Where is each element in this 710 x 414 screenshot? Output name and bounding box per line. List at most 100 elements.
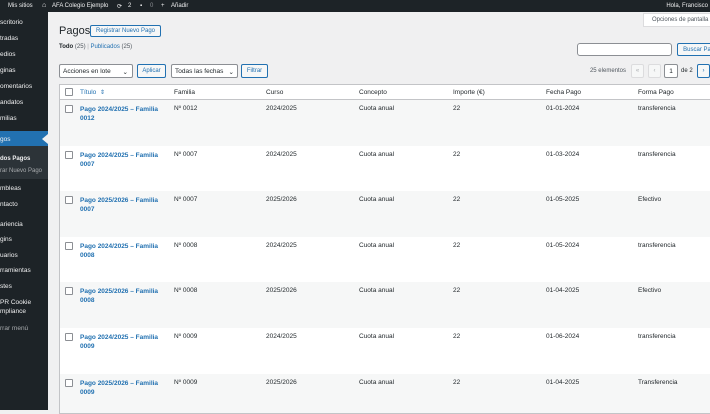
cell: Nº 0007 <box>174 196 198 204</box>
submenu-bg <box>0 146 48 179</box>
checkbox[interactable] <box>65 241 73 250</box>
current-page[interactable]: 1 <box>664 64 678 78</box>
table-row <box>60 191 710 237</box>
table-row <box>60 100 710 146</box>
menu-item[interactable]: dos Pagos <box>0 156 31 162</box>
menu-item[interactable]: rramientas <box>0 267 31 274</box>
page-title: Pagos <box>59 25 91 37</box>
cell: 01-04-2025 <box>546 287 580 295</box>
row-title[interactable]: Pago 2024/2025 – Familia 0009 <box>80 334 159 350</box>
total-pages: de 2 <box>681 68 693 74</box>
row-title[interactable]: Pago 2025/2026 – Familia 0007 <box>80 197 159 214</box>
cell: 01-05-2025 <box>546 196 580 204</box>
cell: transferencia <box>638 105 676 112</box>
row-title[interactable]: Pago 2025/2026 – Familia 0009 <box>80 379 159 396</box>
header-row <box>60 85 710 100</box>
checkbox[interactable] <box>65 287 73 296</box>
cell: transferencia <box>638 150 676 158</box>
menu-item[interactable]: edios <box>0 51 16 58</box>
separator: | <box>87 44 89 50</box>
menu-item[interactable]: ntacto <box>0 201 18 208</box>
items-count: 25 elementos <box>589 68 626 74</box>
updates[interactable]: 2 <box>128 3 132 9</box>
cell: 2024/2025 <box>266 150 297 158</box>
table-row <box>60 236 710 283</box>
menu-item[interactable]: rrar menú <box>0 325 29 332</box>
checkbox[interactable] <box>65 196 73 205</box>
checkbox[interactable] <box>65 105 73 113</box>
cell: 2025/2026 <box>266 196 297 204</box>
menu-item[interactable]: uarios <box>0 252 18 259</box>
active-item-bg <box>0 131 48 146</box>
cell: 2025/2026 <box>266 287 297 295</box>
greeting[interactable]: Hola, Francisco <box>666 3 708 9</box>
list-table: Título Familia Curso Concepto Importe (€) Fec… <box>59 84 710 414</box>
view-label[interactable]: Publicados <box>90 44 120 50</box>
cell: 2024/2025 <box>266 333 297 340</box>
checkbox[interactable] <box>65 150 73 159</box>
cell: 01-05-2024 <box>546 241 580 249</box>
cell: Nº 0008 <box>174 287 198 295</box>
date-filter[interactable]: Todas las fechas ⌄ <box>171 64 238 78</box>
new[interactable]: Añadir <box>171 3 189 9</box>
cell: Transferencia <box>638 378 678 386</box>
prev-page: ‹ <box>648 64 661 78</box>
filter-button[interactable]: Filtrar <box>241 64 268 78</box>
next-page[interactable]: › <box>697 64 710 78</box>
sort-icon[interactable]: ⇕ <box>100 90 106 96</box>
checkbox[interactable] <box>65 88 73 96</box>
cell: Nº 0009 <box>174 333 198 340</box>
column-header[interactable]: Título <box>80 89 97 96</box>
screen-options[interactable]: Opciones de pantalla <box>643 13 710 27</box>
row-title[interactable]: Pago 2024/2025 – Familia 0007 <box>80 151 159 168</box>
updates-icon: ⟳ <box>117 4 123 10</box>
bulk-actions-text: Acciones en lote <box>63 68 111 75</box>
row-title[interactable]: Pago 2024/2025 – Familia 0012 <box>80 106 159 122</box>
comments-icon: ▪ <box>140 3 143 9</box>
cell: Nº 0007 <box>174 150 198 158</box>
cell: Efectivo <box>638 196 662 204</box>
menu-item[interactable]: gos <box>0 136 11 143</box>
menu-item[interactable]: andatos <box>0 99 24 106</box>
menu-item[interactable]: stes <box>0 283 12 290</box>
chevron: ⌄ <box>122 69 128 76</box>
my-sites[interactable]: Mis sitios <box>8 3 33 9</box>
checkbox[interactable] <box>65 333 73 341</box>
search-button[interactable]: Buscar Pa <box>677 43 710 56</box>
add-button[interactable]: Registrar Nuevo Pago <box>90 25 161 37</box>
views: Todo (25) | Publicados (25) <box>59 44 132 50</box>
bulk-actions[interactable]: Acciones en lote ⌄ <box>59 64 133 78</box>
menu-item[interactable]: mpliance <box>0 308 27 315</box>
menu-item[interactable]: scritorio <box>0 19 23 26</box>
cell: 22 <box>453 105 461 112</box>
row-title[interactable]: Pago 2025/2026 – Familia 0008 <box>80 288 159 305</box>
column-header: Forma Pago <box>638 89 674 96</box>
menu-item[interactable]: rar Nuevo Pago <box>0 168 43 174</box>
menu-item[interactable]: milias <box>0 115 17 122</box>
menu-item[interactable]: ginas <box>0 67 16 74</box>
menu-item[interactable]: gins <box>0 236 12 243</box>
view-count: (25) <box>121 44 133 50</box>
menu-item[interactable]: ariencia <box>0 221 23 228</box>
date-filter-text: Todas las fechas <box>175 68 224 75</box>
column-header: Familia <box>174 89 195 96</box>
checkbox[interactable] <box>65 378 73 387</box>
cell: Cuota anual <box>359 196 395 204</box>
comments[interactable]: 0 <box>150 3 154 9</box>
menu-item[interactable]: PR Cookie <box>0 299 32 306</box>
apply-button[interactable]: Aplicar <box>137 64 166 78</box>
cell: transferencia <box>638 241 676 249</box>
row-title[interactable]: Pago 2024/2025 – Familia 0008 <box>80 242 159 259</box>
table-row <box>60 282 710 328</box>
menu-item[interactable]: omentarios <box>0 83 33 90</box>
site-name[interactable]: AFA Colegio Ejemplo <box>52 3 109 9</box>
cell: 2024/2025 <box>266 105 297 112</box>
search-input[interactable] <box>577 43 672 56</box>
menu-item[interactable]: tradas <box>0 35 19 42</box>
view-label[interactable]: Todo <box>59 44 74 50</box>
cell: Cuota anual <box>359 150 395 158</box>
menu-item[interactable]: mbleas <box>0 185 21 192</box>
view-count: (25) <box>74 44 86 50</box>
table-row <box>60 328 710 374</box>
